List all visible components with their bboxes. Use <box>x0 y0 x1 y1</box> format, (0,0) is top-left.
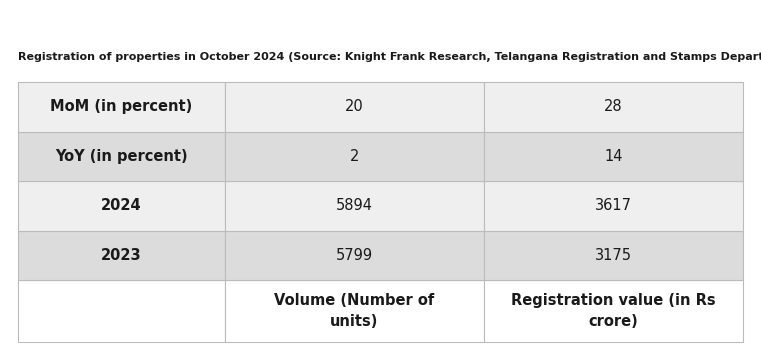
Text: 28: 28 <box>604 99 623 114</box>
Text: 14: 14 <box>604 149 622 164</box>
Bar <box>18 132 224 181</box>
Bar <box>484 132 743 181</box>
Bar <box>484 181 743 231</box>
Bar <box>18 231 224 280</box>
Text: 2024: 2024 <box>101 198 142 213</box>
Text: 20: 20 <box>345 99 364 114</box>
Bar <box>484 82 743 132</box>
Text: 5799: 5799 <box>336 248 373 263</box>
Text: Registration of properties in October 2024 (Source: Knight Frank Research, Telan: Registration of properties in October 20… <box>18 52 761 62</box>
Bar <box>224 132 484 181</box>
Bar <box>484 231 743 280</box>
Text: 3617: 3617 <box>595 198 632 213</box>
Text: 2: 2 <box>350 149 359 164</box>
Text: 3175: 3175 <box>595 248 632 263</box>
Bar <box>18 82 224 132</box>
Text: MoM (in percent): MoM (in percent) <box>50 99 193 114</box>
Text: Registration value (in Rs
crore): Registration value (in Rs crore) <box>511 293 716 329</box>
Bar <box>18 181 224 231</box>
Bar <box>224 231 484 280</box>
Text: Volume (Number of
units): Volume (Number of units) <box>274 293 435 329</box>
Bar <box>18 280 224 342</box>
Bar <box>224 82 484 132</box>
Text: YoY (in percent): YoY (in percent) <box>55 149 188 164</box>
Bar <box>484 280 743 342</box>
Bar <box>224 181 484 231</box>
Text: 5894: 5894 <box>336 198 373 213</box>
Text: 2023: 2023 <box>101 248 142 263</box>
Bar <box>224 280 484 342</box>
